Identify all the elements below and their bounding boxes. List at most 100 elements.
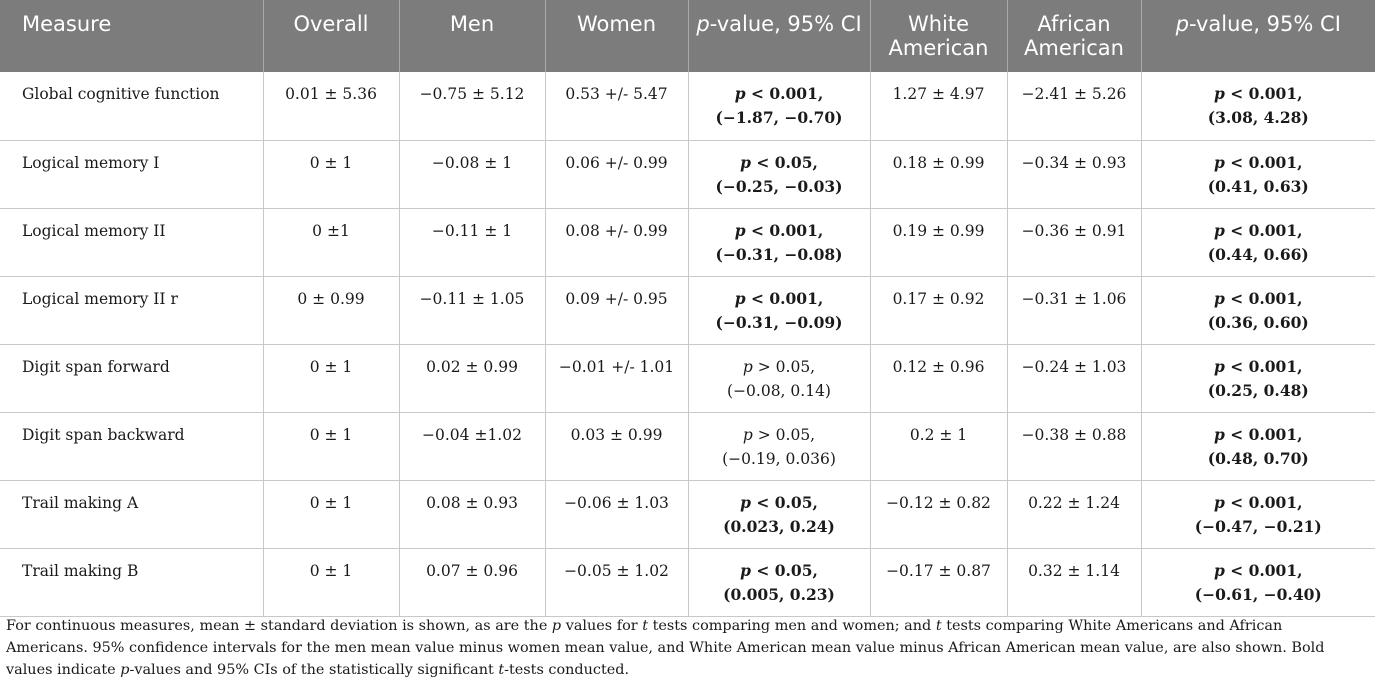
- confidence-interval: (−0.08, 0.14): [727, 381, 831, 400]
- p-symbol: p: [1213, 220, 1225, 240]
- header-measure: Measure: [0, 0, 264, 72]
- cell-african: −2.41 ± 5.26: [1007, 72, 1142, 140]
- cell-african: 0.22 ± 1.24: [1007, 480, 1142, 548]
- cell-p1: p < 0.05, (0.023, 0.24): [688, 480, 871, 548]
- p-symbol: p: [740, 492, 751, 512]
- p-value: p < 0.001,: [1148, 423, 1370, 447]
- table-row: Digit span forward 0 ± 1 0.02 ± 0.99 −0.01 …: [0, 344, 1375, 412]
- cell-p2: p < 0.001, (0.25, 0.48): [1141, 344, 1375, 412]
- p-value: p > 0.05,: [695, 423, 864, 447]
- p-threshold: < 0.001,: [1224, 424, 1303, 444]
- cell-overall: 0 ± 1: [263, 140, 400, 208]
- p-value: p < 0.05,: [695, 151, 864, 175]
- cell-women: 0.03 ± 0.99: [545, 412, 689, 480]
- cell-men: −0.04 ±1.02: [399, 412, 546, 480]
- cell-white: 0.19 ± 0.99: [870, 208, 1008, 276]
- header-label: Overall: [293, 12, 369, 36]
- cell-white: −0.17 ± 0.87: [870, 548, 1008, 616]
- p-symbol: p: [734, 220, 746, 240]
- cell-measure: Digit span forward: [0, 344, 264, 412]
- footnote-italic: t: [498, 662, 505, 678]
- header-italic-p: p: [1175, 12, 1189, 36]
- cell-p2: p < 0.001, (0.41, 0.63): [1141, 140, 1375, 208]
- header-women: Women: [545, 0, 689, 72]
- confidence-interval: (−0.47, −0.21): [1194, 516, 1322, 536]
- confidence-interval: (−0.31, −0.09): [715, 312, 843, 332]
- cell-overall: 0 ± 1: [263, 344, 400, 412]
- cell-african: −0.31 ± 1.06: [1007, 276, 1142, 344]
- p-symbol: p: [1213, 288, 1225, 308]
- p-value: p > 0.05,: [695, 355, 864, 379]
- footnote-text: tests comparing men and women; and: [648, 618, 936, 634]
- p-threshold: < 0.001,: [1224, 560, 1303, 580]
- cell-overall: 0 ± 0.99: [263, 276, 400, 344]
- table-row: Global cognitive function 0.01 ± 5.36 −0.7…: [0, 72, 1375, 140]
- cell-measure: Digit span backward: [0, 412, 264, 480]
- p-symbol: p: [742, 357, 753, 376]
- cell-women: −0.01 +/- 1.01: [545, 344, 689, 412]
- cell-measure: Logical memory II: [0, 208, 264, 276]
- cell-men: −0.75 ± 5.12: [399, 72, 546, 140]
- p-symbol: p: [1213, 424, 1225, 444]
- confidence-interval: (3.08, 4.28): [1207, 108, 1309, 127]
- header-men: Men: [399, 0, 546, 72]
- p-symbol: p: [1213, 492, 1225, 512]
- p-threshold: < 0.001,: [1224, 356, 1303, 376]
- cell-overall: 0 ± 1: [263, 412, 400, 480]
- cell-p2: p < 0.001, (3.08, 4.28): [1141, 72, 1375, 140]
- p-value: p < 0.001,: [1148, 491, 1370, 515]
- p-symbol: p: [734, 288, 746, 308]
- header-p-value-ci-sex: p-value, 95% CI: [688, 0, 871, 72]
- cell-women: −0.05 ± 1.02: [545, 548, 689, 616]
- p-threshold: < 0.001,: [1224, 288, 1303, 308]
- header-label: Measure: [22, 12, 112, 36]
- table-header: Measure Overall Men Women p-value, 95% CI Whi…: [0, 0, 1375, 72]
- cell-women: 0.06 +/- 0.99: [545, 140, 689, 208]
- p-threshold: < 0.001,: [1224, 492, 1303, 512]
- p-value: p < 0.001,: [695, 219, 864, 243]
- p-value: p < 0.001,: [1148, 355, 1370, 379]
- cell-p2: p < 0.001, (0.44, 0.66): [1141, 208, 1375, 276]
- confidence-interval: (0.005, 0.23): [723, 584, 835, 604]
- cell-men: 0.08 ± 0.93: [399, 480, 546, 548]
- cell-african: −0.38 ± 0.88: [1007, 412, 1142, 480]
- cell-measure: Trail making B: [0, 548, 264, 616]
- cell-p2: p < 0.001, (−0.61, −0.40): [1141, 548, 1375, 616]
- footnote-italic: p: [120, 662, 130, 678]
- cell-p1: p < 0.001, (−0.31, −0.09): [688, 276, 871, 344]
- header-african-american: African American: [1007, 0, 1142, 72]
- confidence-interval: (0.48, 0.70): [1207, 448, 1309, 468]
- footnote-text: tests comparing White Americans and Afri…: [6, 618, 1325, 678]
- cell-p1: p < 0.001, (−0.31, −0.08): [688, 208, 871, 276]
- cell-women: 0.08 +/- 0.99: [545, 208, 689, 276]
- footnote-italic: p: [551, 618, 562, 634]
- cell-overall: 0 ± 1: [263, 480, 400, 548]
- results-table-container: Measure Overall Men Women p-value, 95% CI Whi…: [0, 0, 1375, 678]
- p-threshold: < 0.001,: [1224, 152, 1303, 172]
- confidence-interval: (−0.31, −0.08): [715, 244, 843, 264]
- footnote-italic: t: [935, 618, 942, 634]
- footnote-text: values for: [561, 618, 643, 634]
- cell-african: −0.24 ± 1.03: [1007, 344, 1142, 412]
- confidence-interval: (0.023, 0.24): [723, 516, 835, 536]
- cell-men: −0.08 ± 1: [399, 140, 546, 208]
- p-threshold: < 0.001,: [1224, 220, 1303, 240]
- p-value: p < 0.001,: [695, 82, 864, 106]
- p-threshold: > 0.05,: [752, 357, 816, 376]
- footnote-text: -tests conducted.: [504, 662, 630, 678]
- p-value: p < 0.001,: [1148, 219, 1370, 243]
- cell-men: −0.11 ± 1: [399, 208, 546, 276]
- header-label: Men: [449, 12, 495, 36]
- p-threshold: < 0.05,: [750, 492, 818, 512]
- results-table: Measure Overall Men Women p-value, 95% CI Whi…: [0, 0, 1375, 616]
- p-symbol: p: [740, 152, 751, 172]
- cell-men: −0.11 ± 1.05: [399, 276, 546, 344]
- p-value: p < 0.001,: [695, 287, 864, 311]
- p-value: p < 0.05,: [695, 491, 864, 515]
- confidence-interval: (−1.87, −0.70): [715, 108, 843, 127]
- p-value: p < 0.001,: [1148, 287, 1370, 311]
- p-symbol: p: [1213, 152, 1225, 172]
- cell-white: 0.12 ± 0.96: [870, 344, 1008, 412]
